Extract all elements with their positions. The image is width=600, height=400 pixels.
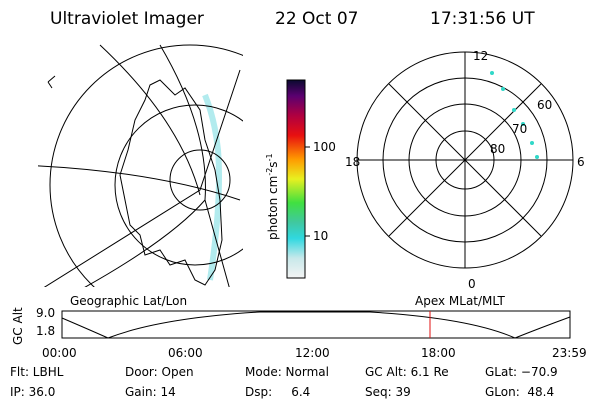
lat-label: 70 [512,122,527,136]
instrument: Ultraviolet Imager [50,9,204,29]
geo-map [38,44,243,287]
x-tick-label: 12:00 [295,346,330,360]
x-tick-label: 23:59 [552,346,587,360]
info-field: GC Alt: 6.1 Re [365,365,449,379]
info-field: IP: 36.0 [10,385,55,399]
date: 22 Oct 07 [275,9,358,29]
info-field: GLat: −70.9 [485,365,558,379]
plot-label: Apex MLat/MLT [415,294,505,308]
mlt-label: 6 [577,155,585,169]
x-tick-label: 06:00 [168,346,203,360]
colorbar [286,79,306,279]
info-field: Mode: Normal [245,365,329,379]
plot-label: Geographic Lat/Lon [70,294,187,308]
mlt-label: 12 [473,49,488,63]
info-field: Gain: 14 [125,385,176,399]
polar-plot [356,51,574,269]
info-field: Seq: 39 [365,385,411,399]
info-field: GLon: 48.4 [485,385,554,399]
info-field: Flt: LBHL [10,365,64,379]
info-field: Door: Open [125,365,194,379]
y-label: GC Alt [11,307,25,345]
lat-label: 60 [537,98,552,112]
alt-plot-frame [61,310,571,339]
x-tick-label: 18:00 [421,346,456,360]
colorbar-tick-label: 10 [313,229,328,243]
y-tick-label: 1.8 [36,324,55,338]
colorbar-unit: photon cm-2s-1 [265,153,280,240]
y-tick-label: 9.0 [36,306,55,320]
x-tick-label: 00:00 [42,346,77,360]
lat-label: 80 [490,142,505,156]
info: Flt: LBHL Door: Open Mode: Normal GC Alt: 6… [10,365,558,399]
alt-curve [61,311,571,339]
time: 17:31:56 UT [430,9,535,29]
info-field: Dsp: 6.4 [245,385,310,399]
mlt-label: 18 [345,155,360,169]
colorbar-tick-label: 100 [313,140,336,154]
mlt-label: 0 [468,277,476,291]
